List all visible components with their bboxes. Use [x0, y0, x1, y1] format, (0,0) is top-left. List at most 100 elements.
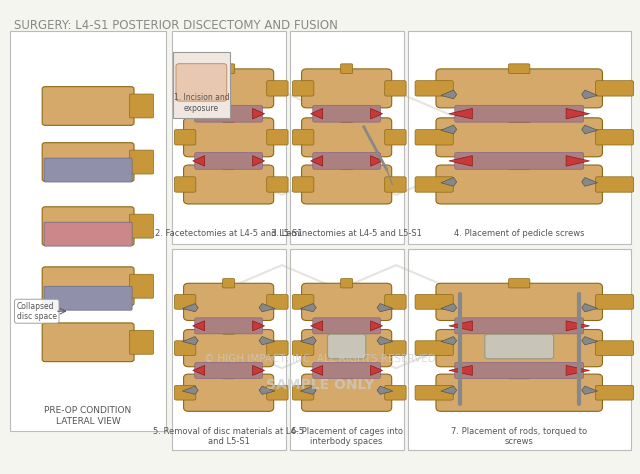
FancyBboxPatch shape: [44, 286, 132, 310]
FancyBboxPatch shape: [184, 69, 274, 108]
Text: 5. Removal of disc materials at L4-5
and L5-S1: 5. Removal of disc materials at L4-5 and…: [153, 427, 304, 447]
Polygon shape: [300, 337, 316, 345]
Polygon shape: [582, 125, 598, 134]
FancyBboxPatch shape: [292, 81, 314, 96]
FancyBboxPatch shape: [129, 214, 154, 238]
FancyBboxPatch shape: [175, 385, 196, 400]
Polygon shape: [310, 155, 323, 166]
FancyBboxPatch shape: [175, 341, 196, 356]
Polygon shape: [449, 365, 472, 375]
Polygon shape: [371, 155, 383, 166]
FancyBboxPatch shape: [415, 385, 453, 400]
Polygon shape: [441, 303, 457, 312]
Polygon shape: [182, 303, 198, 312]
FancyBboxPatch shape: [42, 323, 134, 362]
FancyBboxPatch shape: [313, 105, 381, 122]
Polygon shape: [582, 386, 598, 394]
Polygon shape: [441, 90, 457, 99]
FancyBboxPatch shape: [129, 94, 154, 118]
Polygon shape: [449, 321, 472, 331]
FancyBboxPatch shape: [301, 374, 392, 411]
FancyBboxPatch shape: [42, 207, 134, 246]
Polygon shape: [300, 303, 316, 312]
FancyBboxPatch shape: [267, 294, 288, 309]
Text: Collapsed
disc space: Collapsed disc space: [17, 301, 57, 321]
FancyBboxPatch shape: [301, 69, 392, 108]
FancyBboxPatch shape: [340, 279, 353, 288]
FancyBboxPatch shape: [509, 370, 530, 379]
FancyBboxPatch shape: [455, 153, 584, 169]
FancyBboxPatch shape: [436, 283, 602, 320]
FancyBboxPatch shape: [195, 363, 262, 378]
FancyBboxPatch shape: [436, 165, 602, 204]
FancyBboxPatch shape: [42, 87, 134, 125]
Bar: [173, 52, 230, 118]
FancyBboxPatch shape: [267, 341, 288, 356]
Polygon shape: [566, 321, 589, 331]
Polygon shape: [449, 109, 472, 119]
FancyBboxPatch shape: [455, 363, 584, 378]
FancyBboxPatch shape: [292, 341, 314, 356]
FancyBboxPatch shape: [42, 267, 134, 306]
FancyBboxPatch shape: [129, 274, 154, 298]
FancyBboxPatch shape: [385, 294, 406, 309]
Text: PRE-OP CONDITION
LATERAL VIEW: PRE-OP CONDITION LATERAL VIEW: [45, 406, 132, 426]
FancyBboxPatch shape: [415, 177, 453, 192]
FancyBboxPatch shape: [385, 385, 406, 400]
FancyBboxPatch shape: [44, 222, 132, 246]
Bar: [172, 249, 285, 450]
FancyBboxPatch shape: [436, 118, 602, 157]
Polygon shape: [253, 365, 264, 375]
Polygon shape: [310, 321, 323, 331]
Text: 4. Placement of pedicle screws: 4. Placement of pedicle screws: [454, 229, 584, 238]
FancyBboxPatch shape: [436, 329, 602, 367]
FancyBboxPatch shape: [223, 64, 235, 73]
Polygon shape: [377, 303, 393, 312]
FancyBboxPatch shape: [301, 118, 392, 157]
Polygon shape: [377, 386, 393, 394]
FancyBboxPatch shape: [267, 385, 288, 400]
FancyBboxPatch shape: [509, 160, 530, 170]
Bar: [408, 31, 631, 244]
FancyBboxPatch shape: [175, 129, 196, 145]
Polygon shape: [310, 109, 323, 119]
FancyBboxPatch shape: [195, 318, 262, 334]
FancyBboxPatch shape: [301, 329, 392, 367]
Polygon shape: [310, 365, 323, 375]
FancyBboxPatch shape: [509, 279, 530, 288]
FancyBboxPatch shape: [184, 118, 274, 157]
FancyBboxPatch shape: [184, 283, 274, 320]
FancyBboxPatch shape: [328, 334, 366, 359]
FancyBboxPatch shape: [484, 334, 554, 359]
Polygon shape: [449, 155, 472, 166]
Polygon shape: [582, 303, 598, 312]
FancyBboxPatch shape: [176, 64, 227, 101]
Polygon shape: [566, 365, 589, 375]
FancyBboxPatch shape: [223, 325, 235, 334]
Polygon shape: [259, 386, 275, 394]
FancyBboxPatch shape: [184, 165, 274, 204]
Polygon shape: [300, 386, 316, 394]
FancyBboxPatch shape: [340, 370, 353, 379]
Polygon shape: [193, 321, 205, 331]
FancyBboxPatch shape: [595, 341, 634, 356]
Polygon shape: [441, 386, 457, 394]
FancyBboxPatch shape: [595, 294, 634, 309]
FancyBboxPatch shape: [129, 150, 154, 174]
Text: 1. Incision and
exposure: 1. Incision and exposure: [173, 93, 229, 113]
Polygon shape: [259, 303, 275, 312]
Text: SURGERY: L4-S1 POSTERIOR DISCECTOMY AND FUSION: SURGERY: L4-S1 POSTERIOR DISCECTOMY AND …: [14, 19, 338, 32]
FancyBboxPatch shape: [175, 177, 196, 192]
Polygon shape: [441, 125, 457, 134]
Bar: [289, 31, 404, 244]
FancyBboxPatch shape: [340, 113, 353, 122]
FancyBboxPatch shape: [340, 64, 353, 73]
Polygon shape: [259, 337, 275, 345]
FancyBboxPatch shape: [292, 385, 314, 400]
FancyBboxPatch shape: [509, 64, 530, 73]
FancyBboxPatch shape: [313, 318, 381, 334]
FancyBboxPatch shape: [42, 143, 134, 182]
FancyBboxPatch shape: [301, 283, 392, 320]
Text: 7. Placement of rods, torqued to
screws: 7. Placement of rods, torqued to screws: [451, 427, 588, 447]
Bar: [408, 249, 631, 450]
